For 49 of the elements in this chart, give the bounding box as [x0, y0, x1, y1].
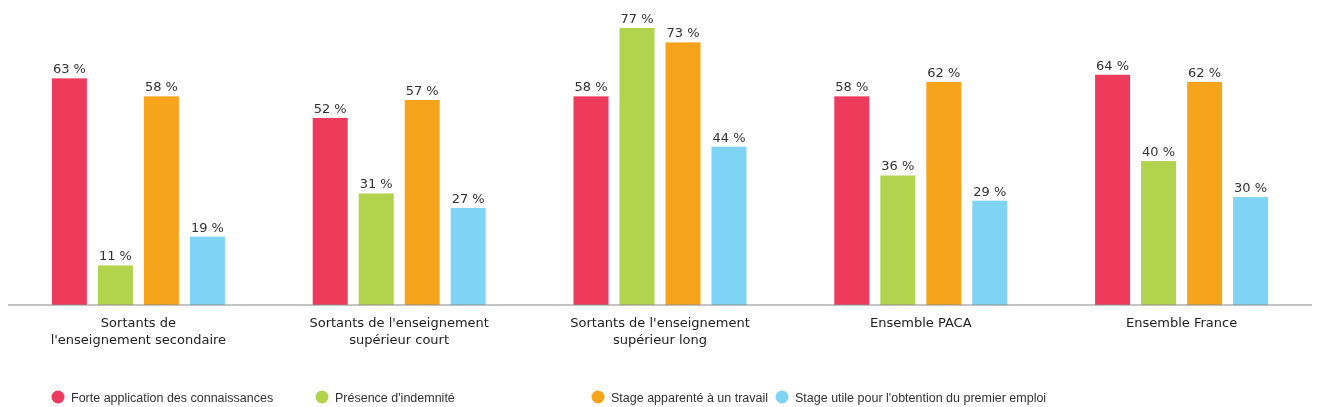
x-tick-label: Sortants de l'enseignement supérieur court [309, 315, 489, 347]
bar [1141, 161, 1177, 305]
bar [1095, 74, 1131, 305]
legend-label: Présence d'indemnité [335, 391, 455, 405]
data-label: 40 % [1142, 144, 1176, 160]
bar [312, 117, 348, 305]
data-label: 57 % [405, 82, 439, 98]
bar [97, 265, 133, 305]
bar [834, 96, 870, 305]
data-label: 77 % [620, 11, 654, 26]
data-label: 36 % [881, 158, 915, 174]
data-label: 44 % [712, 129, 746, 145]
data-label: 63 % [52, 61, 86, 77]
data-label: 30 % [1234, 180, 1268, 196]
data-label: 62 % [927, 64, 961, 80]
data-label: 19 % [190, 219, 224, 235]
bar [573, 96, 609, 305]
x-tick-label: Ensemble PACA [870, 315, 972, 330]
bar [711, 146, 747, 305]
bar [880, 175, 916, 305]
bar [358, 193, 394, 305]
data-label: 58 % [144, 79, 178, 95]
bar [143, 96, 179, 305]
legend-label: Stage utile pour l'obtention du premier emploi [795, 391, 1047, 405]
bar [189, 236, 225, 305]
data-label: 64 % [1096, 57, 1130, 73]
data-label: 27 % [451, 190, 485, 206]
data-label: 29 % [973, 183, 1007, 199]
bar [665, 42, 701, 305]
bar [926, 81, 962, 305]
data-label: 62 % [1188, 64, 1222, 80]
bar [972, 200, 1008, 305]
bar [450, 207, 486, 305]
data-label: 73 % [666, 25, 700, 41]
data-label: 52 % [313, 100, 347, 116]
bar [1233, 197, 1269, 305]
legend-label: Stage apparenté à un travail [611, 391, 769, 405]
x-tick-label: Ensemble France [1126, 315, 1238, 330]
data-label: 31 % [359, 176, 393, 192]
x-tick-label: Sortants de l'enseignement secondaire [50, 315, 227, 347]
bar [404, 99, 440, 305]
bar [619, 28, 655, 305]
bar [51, 78, 87, 305]
legend-label: Forte application des connaissances [71, 391, 274, 405]
data-label: 11 % [98, 248, 132, 264]
x-tick-label: Sortants de l'enseignement supérieur long [570, 315, 750, 347]
data-label: 58 % [574, 79, 608, 95]
bar [1187, 81, 1223, 305]
data-label: 58 % [835, 79, 869, 95]
